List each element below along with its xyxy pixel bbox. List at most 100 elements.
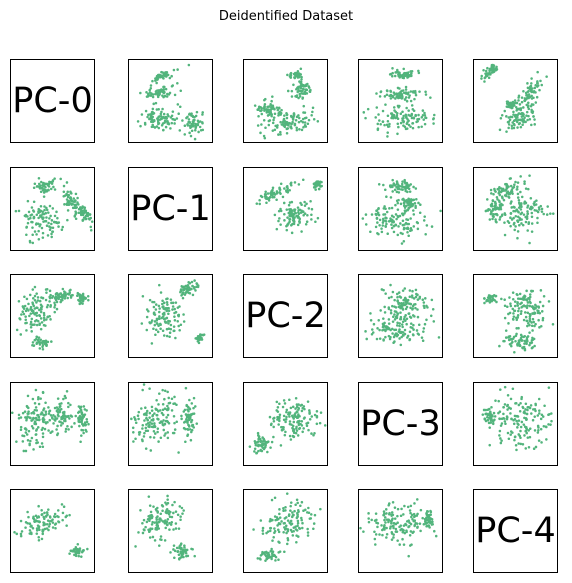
scatter-point — [503, 110, 506, 113]
scatter-point — [284, 402, 287, 405]
scatter-plot — [474, 383, 557, 465]
scatter-point — [52, 521, 55, 524]
scatter-point — [382, 289, 385, 292]
scatter-point — [277, 220, 280, 223]
scatter-point — [39, 223, 42, 226]
scatter-point — [39, 184, 42, 187]
scatter-point — [532, 321, 535, 324]
scatter-point — [144, 406, 147, 409]
scatter-point — [20, 416, 23, 419]
scatter-point — [400, 302, 403, 305]
scatter-point — [48, 419, 51, 422]
scatter-point — [21, 530, 24, 533]
scatter-point — [56, 410, 59, 413]
scatter-point — [500, 442, 503, 445]
scatter-point — [77, 411, 80, 414]
scatter-point — [526, 229, 529, 232]
scatter-point — [519, 430, 522, 433]
scatter-point — [317, 120, 320, 123]
scatter-point — [385, 512, 388, 515]
scatter-point — [286, 492, 289, 495]
scatter-point — [277, 558, 280, 561]
scatter-point — [518, 419, 521, 422]
scatter-point — [50, 188, 53, 191]
scatter-point — [517, 196, 520, 199]
scatter-point — [185, 413, 188, 416]
scatter-point — [433, 530, 436, 533]
scatter-point — [409, 203, 412, 206]
scatter-point — [388, 513, 391, 516]
scatter-point — [310, 517, 313, 520]
scatter-point — [403, 223, 406, 226]
scatter-point — [161, 389, 164, 392]
scatter-point — [405, 116, 408, 119]
scatter-point — [163, 398, 166, 401]
scatter-point — [178, 557, 181, 560]
scatter-point — [173, 325, 176, 328]
scatter-point — [431, 523, 434, 526]
scatter-point — [493, 208, 496, 211]
scatter-point — [285, 532, 288, 535]
scatter-point — [501, 195, 504, 198]
scatter-point — [32, 209, 35, 212]
scatter-point — [520, 218, 523, 221]
scatter-point — [404, 329, 407, 332]
scatter-panel — [128, 382, 213, 466]
scatter-point — [187, 424, 190, 427]
scatter-point — [371, 213, 374, 216]
scatter-point — [387, 504, 390, 507]
scatter-point — [280, 426, 283, 429]
scatter-point — [499, 388, 502, 391]
scatter-point — [61, 519, 64, 522]
scatter-panel — [473, 59, 558, 143]
scatter-point — [391, 531, 394, 534]
scatter-point — [521, 406, 524, 409]
scatter-point — [141, 438, 144, 441]
scatter-point — [502, 340, 505, 343]
scatter-point — [76, 203, 79, 206]
scatter-point — [47, 222, 50, 225]
scatter-point — [301, 407, 304, 410]
scatter-point — [300, 87, 303, 90]
scatter-point — [181, 556, 184, 559]
scatter-plot — [11, 383, 94, 465]
scatter-point — [37, 505, 40, 508]
scatter-point — [40, 317, 43, 320]
scatter-point — [162, 414, 165, 417]
scatter-point — [155, 102, 158, 105]
scatter-point — [388, 207, 391, 210]
scatter-point — [51, 416, 54, 419]
scatter-point — [257, 434, 260, 437]
scatter-point — [22, 440, 25, 443]
scatter-point — [491, 205, 494, 208]
scatter-point — [268, 124, 271, 127]
scatter-point — [535, 101, 538, 104]
scatter-point — [187, 289, 190, 292]
scatter-point — [388, 220, 391, 223]
scatter-point — [42, 189, 45, 192]
scatter-point — [537, 426, 540, 429]
scatter-point — [173, 415, 176, 418]
scatter-point — [422, 339, 425, 342]
scatter-point — [392, 96, 395, 99]
scatter-point — [164, 423, 167, 426]
scatter-point — [260, 440, 263, 443]
scatter-point — [276, 401, 279, 404]
scatter-point — [400, 515, 403, 518]
scatter-point — [174, 402, 177, 405]
scatter-point — [55, 428, 58, 431]
scatter-point — [270, 422, 273, 425]
scatter-point — [34, 307, 37, 310]
scatter-point — [42, 348, 45, 351]
scatter-point — [407, 519, 410, 522]
scatter-point — [167, 407, 170, 410]
scatter-point — [194, 124, 197, 127]
scatter-point — [22, 412, 25, 415]
scatter-point — [425, 93, 428, 96]
scatter-point — [289, 435, 292, 438]
scatter-point — [531, 329, 534, 332]
scatter-point — [159, 90, 162, 93]
scatter-point — [43, 319, 46, 322]
scatter-point — [425, 516, 428, 519]
scatter-point — [414, 206, 417, 209]
